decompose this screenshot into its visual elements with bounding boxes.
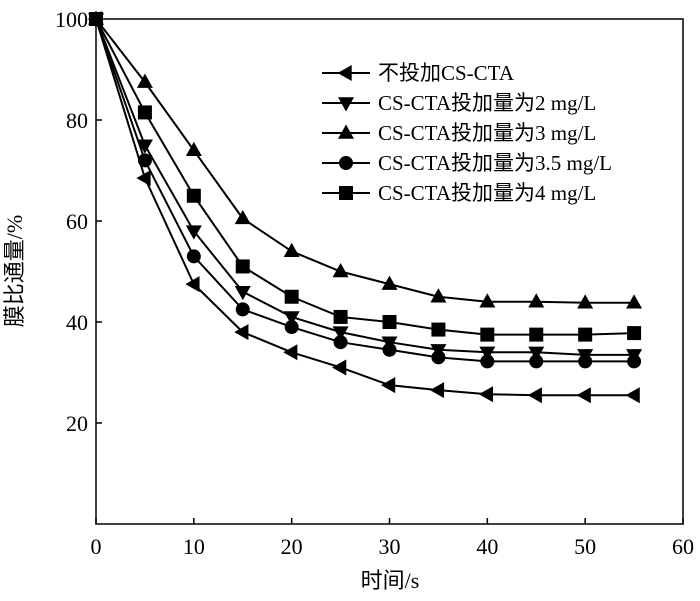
x-tick-label: 40 [476,534,498,559]
series-4-point [284,320,299,335]
series-1-point [332,359,347,376]
series-5-point [627,326,642,341]
legend: 不投加CS-CTA CS-CTA投加量为2 mg/L CS-CTA投加量为3 mg/… [322,61,612,205]
series-4-point [431,350,446,365]
series-line-3 [95,18,635,304]
series-4-point [235,302,250,317]
series-3-point [528,293,545,308]
series-3-point [185,141,202,156]
series-2-point [479,346,496,361]
series-1-point [185,276,200,293]
series-1-point [478,386,494,403]
series-1-point [283,344,298,361]
series-4-point [480,354,495,369]
legend-marker-3 [337,124,355,139]
series-4-point [529,354,544,369]
series-2-point [185,225,202,240]
series-line-4 [95,18,635,363]
x-tick-label: 0 [91,534,102,559]
series-1-point [625,387,640,404]
series-2-point [234,286,251,301]
series-line-5 [95,18,635,336]
legend-label-1: 不投加CS-CTA [378,61,515,85]
series-2-point [283,311,300,326]
x-tick-label: 10 [183,534,205,559]
x-tick-label: 60 [672,534,694,559]
legend-label-2: CS-CTA投加量为2 mg/L [378,91,596,115]
y-tick-label: 60 [66,209,88,234]
series-4-point [333,335,348,350]
series-3-point [234,209,251,225]
series-1-point [381,377,396,394]
series-3-point [430,288,447,303]
series-3-point [381,275,398,290]
series-2-point [136,139,153,154]
legend-marker-1 [337,64,352,82]
series-1-point [527,387,542,404]
axis-ticks: 0 10 20 30 40 50 60 20 40 60 80 100 [55,7,694,559]
series-line-1 [95,18,635,397]
series-1-point [136,170,151,187]
series-4-point [578,354,593,369]
x-tick-label: 30 [379,534,401,559]
y-tick-label: 20 [66,411,88,436]
legend-marker-5 [339,186,353,200]
legend-marker-4 [339,156,353,170]
series-3-point [479,293,496,308]
y-tick-label: 80 [66,108,88,133]
series-lines [95,18,635,397]
series-5-point [578,327,593,342]
series-5-point [333,309,348,324]
x-axis-label: 时间/s [361,568,420,593]
series-3-point [136,73,153,88]
series-5-point [137,105,152,120]
series-3-point [626,294,643,309]
series-5-point [89,12,103,26]
series-2-point [528,346,545,361]
series-5-point [529,327,544,342]
series-5-point [186,188,201,203]
series-4-point [186,249,201,264]
y-tick-label: 40 [66,310,88,335]
series-5-point [382,315,397,329]
legend-label-4: CS-CTA投加量为3.5 mg/L [378,151,612,175]
legend-label-3: CS-CTA投加量为3 mg/L [378,121,596,145]
series-5-point [480,327,495,342]
series-3-point [283,242,300,257]
series-5-point [284,289,299,304]
legend-label-5: CS-CTA投加量为4 mg/L [378,181,596,205]
series-3-point [577,294,594,309]
series-markers [87,10,643,404]
series-4-point [137,153,152,168]
series-3-point [332,263,349,278]
y-axis-label: 膜比通量/% [2,215,27,327]
series-line-2 [95,18,635,356]
series-1-point [234,324,249,341]
series-4-point [382,342,397,357]
series-2-point [332,326,349,341]
series-1-point [429,382,445,399]
series-5-point [235,259,250,274]
series-5-point [431,322,446,337]
series-4-point [627,354,642,369]
legend-marker-2 [337,97,355,112]
series-1-point [576,387,591,404]
x-tick-label: 20 [281,534,303,559]
x-tick-label: 50 [574,534,596,559]
y-tick-label: 100 [55,7,88,32]
